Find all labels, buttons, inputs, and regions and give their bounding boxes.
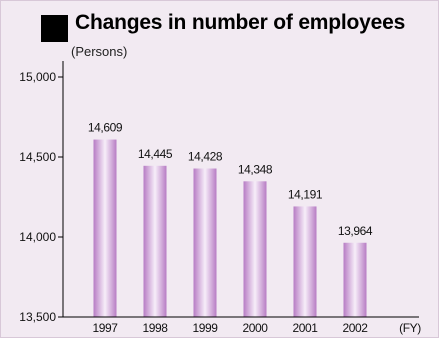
y-tick-label: 15,000 (19, 70, 56, 84)
chart-title: Changes in number of employees (75, 11, 406, 34)
x-tick-label: 1997 (92, 321, 118, 335)
bar (143, 165, 167, 317)
x-tick-label: 2000 (242, 321, 268, 335)
bar (93, 139, 117, 317)
x-tick-label: 1999 (192, 321, 218, 335)
x-axis-unit: (FY) (399, 321, 421, 335)
axes-group (58, 61, 419, 318)
bar (193, 168, 217, 317)
x-tick-label: 1998 (142, 321, 168, 335)
x-tick-label: 2002 (342, 321, 368, 335)
data-label: 14,348 (238, 162, 273, 176)
bar (243, 181, 267, 317)
y-tick-label: 14,500 (19, 150, 56, 164)
data-label: 14,428 (188, 150, 223, 164)
data-label: 14,191 (288, 187, 323, 201)
data-label: 14,445 (138, 147, 173, 161)
data-label: 13,964 (338, 224, 373, 238)
bar (343, 242, 367, 317)
y-axis-unit: (Persons) (71, 44, 128, 59)
bar (293, 206, 317, 317)
y-tick-label: 14,000 (19, 230, 56, 244)
title-marker (41, 15, 68, 42)
x-tick-label: 2001 (292, 321, 318, 335)
bars-group (93, 139, 367, 317)
data-label: 14,609 (88, 121, 123, 135)
y-tick-label: 13,500 (19, 310, 56, 324)
labels-group: 13,500 14,000 14,500 15,000 14,609 1997 14,445… (19, 70, 421, 335)
